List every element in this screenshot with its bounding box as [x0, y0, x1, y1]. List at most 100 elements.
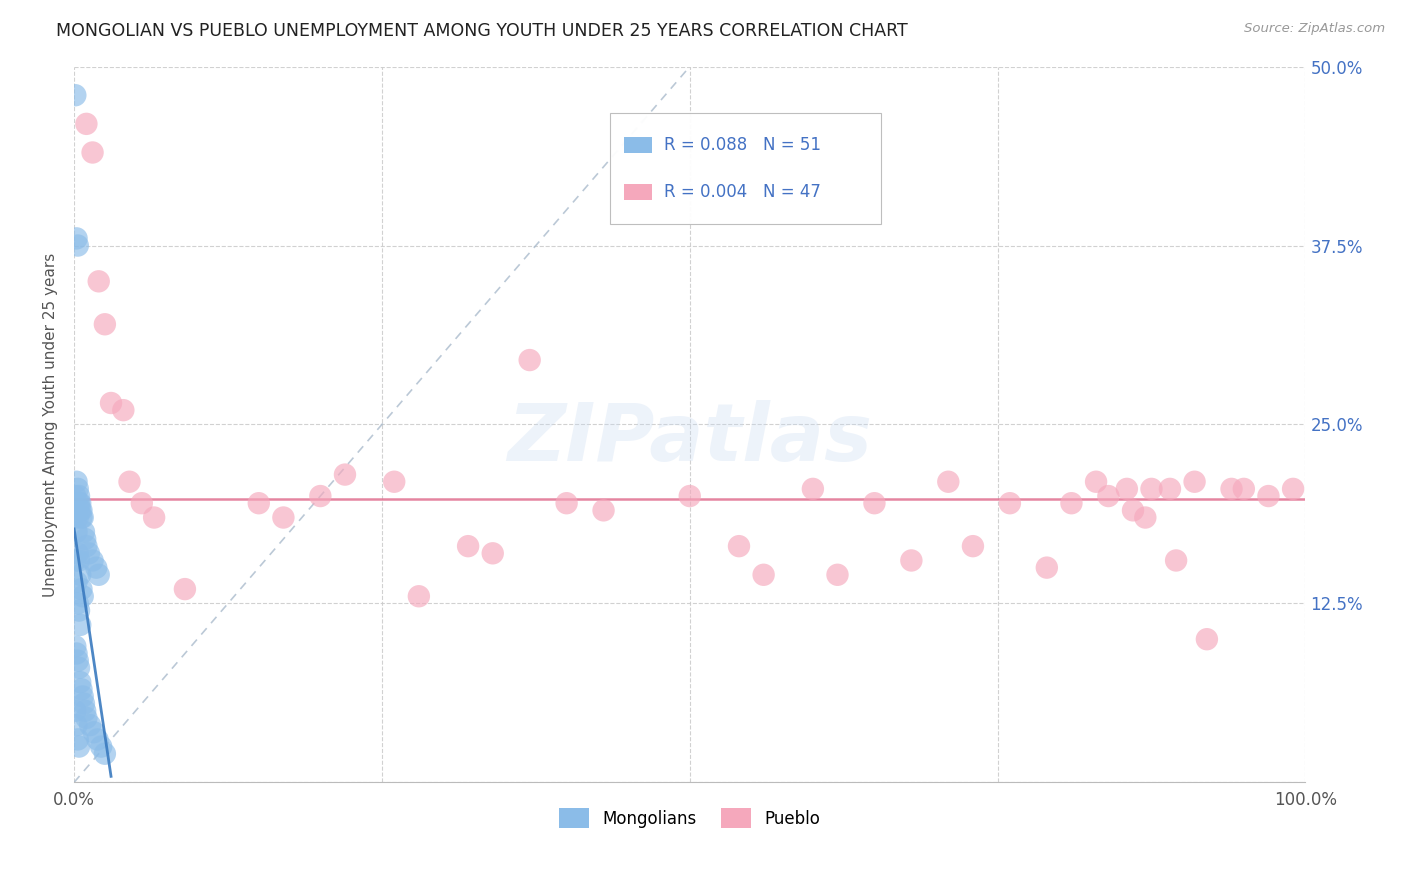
Point — [592, 503, 614, 517]
Point — [309, 489, 332, 503]
Point — [90, 739, 112, 754]
Point — [75, 704, 97, 718]
Point — [65, 574, 87, 589]
Point — [67, 739, 90, 754]
Point — [65, 231, 87, 245]
Text: ZIPatlas: ZIPatlas — [508, 400, 872, 478]
Point — [67, 603, 90, 617]
Text: R = 0.088   N = 51: R = 0.088 N = 51 — [664, 136, 821, 154]
Text: MONGOLIAN VS PUEBLO UNEMPLOYMENT AMONG YOUTH UNDER 25 YEARS CORRELATION CHART: MONGOLIAN VS PUEBLO UNEMPLOYMENT AMONG Y… — [56, 22, 908, 40]
Point — [382, 475, 405, 489]
Point — [1036, 560, 1059, 574]
FancyBboxPatch shape — [610, 113, 880, 224]
Point — [100, 396, 122, 410]
Point — [82, 145, 104, 160]
Point — [72, 510, 94, 524]
Point — [936, 475, 959, 489]
Point — [1122, 503, 1144, 517]
Point — [69, 618, 91, 632]
Point — [73, 697, 96, 711]
Point — [1184, 475, 1206, 489]
Point — [69, 567, 91, 582]
Point — [65, 475, 87, 489]
Point — [1257, 489, 1279, 503]
Point — [69, 503, 91, 517]
Point — [67, 553, 90, 567]
Point — [1060, 496, 1083, 510]
Text: Source: ZipAtlas.com: Source: ZipAtlas.com — [1244, 22, 1385, 36]
Point — [519, 353, 541, 368]
Point — [66, 510, 89, 524]
Point — [70, 582, 93, 596]
Point — [94, 747, 117, 761]
Point — [75, 711, 97, 725]
Point — [87, 274, 110, 288]
Point — [801, 482, 824, 496]
Point — [65, 88, 87, 103]
Point — [1195, 632, 1218, 647]
Point — [247, 496, 270, 510]
Point — [75, 117, 97, 131]
Point — [752, 567, 775, 582]
Point — [481, 546, 503, 560]
Point — [82, 553, 104, 567]
Point — [1085, 475, 1108, 489]
Point — [70, 510, 93, 524]
Point — [962, 539, 984, 553]
Point — [70, 503, 93, 517]
Point — [1135, 510, 1157, 524]
Point — [863, 496, 886, 510]
FancyBboxPatch shape — [624, 184, 651, 200]
Point — [67, 661, 90, 675]
Point — [174, 582, 197, 596]
Point — [1115, 482, 1137, 496]
Point — [87, 567, 110, 582]
Point — [69, 675, 91, 690]
Point — [67, 489, 90, 503]
Point — [728, 539, 751, 553]
Point — [94, 318, 117, 332]
Point — [66, 732, 89, 747]
Point — [1164, 553, 1187, 567]
Point — [555, 496, 578, 510]
Point — [1159, 482, 1181, 496]
Text: R = 0.004   N = 47: R = 0.004 N = 47 — [664, 183, 821, 201]
Point — [131, 496, 153, 510]
Point — [67, 496, 90, 510]
Point — [77, 546, 100, 560]
Point — [66, 596, 89, 610]
Point — [72, 690, 94, 704]
Point — [679, 489, 702, 503]
Point — [65, 524, 87, 539]
Point — [118, 475, 141, 489]
Point — [65, 718, 87, 732]
Point — [65, 640, 87, 654]
Point — [70, 682, 93, 697]
Point — [827, 567, 849, 582]
Point — [900, 553, 922, 567]
Point — [72, 589, 94, 603]
Point — [998, 496, 1021, 510]
Point — [273, 510, 295, 524]
Point — [1097, 489, 1119, 503]
Point — [66, 238, 89, 252]
Point — [65, 647, 87, 661]
Point — [65, 704, 87, 718]
Point — [69, 496, 91, 510]
Point — [1282, 482, 1305, 496]
Point — [65, 553, 87, 567]
Point — [66, 654, 89, 668]
Y-axis label: Unemployment Among Youth under 25 years: Unemployment Among Youth under 25 years — [44, 252, 58, 597]
Point — [84, 560, 107, 574]
Point — [83, 725, 105, 739]
Point — [73, 524, 96, 539]
Point — [65, 489, 87, 503]
Point — [333, 467, 356, 482]
Point — [1140, 482, 1163, 496]
Point — [112, 403, 135, 417]
Point — [1220, 482, 1243, 496]
Point — [66, 482, 89, 496]
Point — [75, 539, 97, 553]
Legend: Mongolians, Pueblo: Mongolians, Pueblo — [553, 801, 827, 835]
Point — [86, 732, 108, 747]
